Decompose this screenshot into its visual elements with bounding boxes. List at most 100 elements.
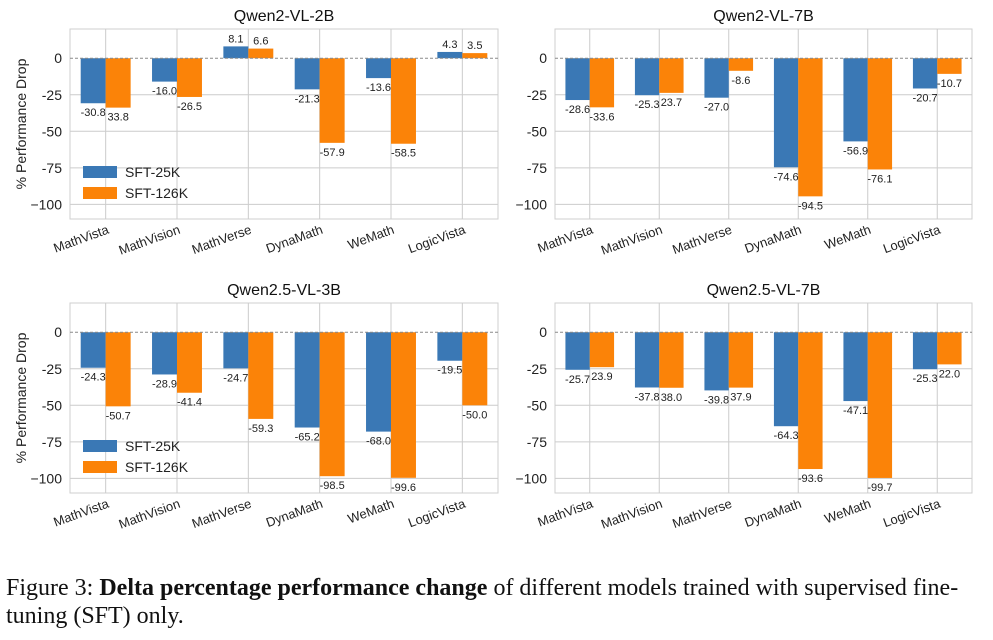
bar-sft-126k-wemath <box>391 58 416 144</box>
data-label: -64.3 <box>774 430 799 442</box>
chart-panel-4: 0 -25 -50 -75 −100 -25.7 -37.8 -39.8 -64.3 -47.1 -… <box>515 282 973 532</box>
data-label: -57.9 <box>320 147 345 159</box>
bar-sft-25k-mathvista <box>80 58 106 104</box>
data-label: -98.5 <box>320 480 345 492</box>
y-tick-label: -75 <box>42 434 62 450</box>
x-tick-label: MathVerse <box>670 222 734 257</box>
x-tick-label: WeMath <box>346 496 396 527</box>
chart-title: Qwen2-VL-7B <box>713 8 814 25</box>
bar-sft-25k-wemath <box>843 332 868 402</box>
bar-sft-126k-dynamath <box>319 332 345 477</box>
x-tick-label: MathVista <box>536 221 596 255</box>
y-tick-label: −100 <box>30 470 62 486</box>
data-label: -19.5 <box>437 365 462 377</box>
bar-sft-25k-logicvista <box>437 332 463 361</box>
bar-sft-126k-logicvista <box>462 53 488 59</box>
x-tick-label: DynaMath <box>742 496 803 530</box>
y-tick-label: −100 <box>30 196 62 212</box>
legend-swatch <box>83 166 117 178</box>
x-tick-label: MathVista <box>51 221 111 255</box>
x-tick-label: LogicVista <box>881 495 943 530</box>
data-label: 23.7 <box>661 97 682 109</box>
x-tick-label: MathVerse <box>670 496 734 531</box>
bar-sft-126k-mathvista <box>105 332 131 407</box>
data-label: -93.6 <box>798 473 823 485</box>
y-axis-label: % Performance Drop <box>13 332 29 463</box>
chart-title: Qwen2-VL-2B <box>234 8 335 25</box>
y-tick-label: 0 <box>54 50 62 66</box>
bar-sft-126k-mathverse <box>728 332 754 388</box>
data-label: -65.2 <box>295 432 320 444</box>
x-tick-label: DynaMath <box>264 496 325 530</box>
data-label: -99.7 <box>867 482 892 494</box>
bar-sft-25k-mathvision <box>152 332 177 375</box>
data-label: -28.9 <box>152 378 177 390</box>
bar-sft-126k-wemath <box>867 332 893 478</box>
plot-frame <box>554 302 973 494</box>
bar-sft-25k-mathvision <box>634 332 660 388</box>
data-label: -68.0 <box>366 436 391 448</box>
data-label: -16.0 <box>152 86 177 98</box>
y-tick-label: 0 <box>54 324 62 340</box>
bar-sft-25k-dynamath <box>773 332 799 427</box>
data-label: -37.8 <box>635 391 660 403</box>
y-tick-label: -25 <box>42 361 62 377</box>
chart-panel-2: 0 -25 -50 -75 −100 -28.6 -25.3 -27.0 -74.6 -56.9 -… <box>515 8 973 258</box>
x-tick-label: MathVision <box>599 496 664 532</box>
data-label: -8.6 <box>731 75 750 87</box>
data-label: -25.7 <box>565 374 590 386</box>
bar-sft-25k-wemath <box>366 332 391 432</box>
bar-sft-25k-wemath <box>366 58 391 79</box>
bar-sft-25k-mathverse <box>704 58 729 98</box>
y-axis-label: % Performance Drop <box>13 58 29 189</box>
bar-sft-25k-mathvision <box>634 58 660 96</box>
data-label: -41.4 <box>177 397 202 409</box>
y-tick-label: -25 <box>527 87 547 103</box>
data-label: -24.7 <box>223 372 248 384</box>
y-tick-label: 0 <box>539 50 547 66</box>
bar-sft-25k-dynamath <box>294 58 320 90</box>
y-tick-label: -75 <box>42 160 62 176</box>
x-tick-label: MathVision <box>117 222 182 258</box>
bar-sft-126k-dynamath <box>798 58 823 197</box>
bar-sft-126k-wemath <box>391 332 416 478</box>
bar-sft-126k-logicvista <box>937 58 962 74</box>
data-label: -99.6 <box>391 482 416 494</box>
data-label: -21.3 <box>295 93 320 105</box>
x-tick-label: WeMath <box>822 222 872 253</box>
data-label: -58.5 <box>391 148 416 160</box>
x-tick-label: LogicVista <box>881 221 943 256</box>
bar-sft-25k-dynamath <box>773 58 799 168</box>
x-tick-label: LogicVista <box>406 495 468 530</box>
chart-panel-1: 0 -25 -50 -75 −100 -30.8 -16.0 8.1 -21.3 -13.6 4.3… <box>13 8 499 258</box>
bar-sft-126k-mathvista <box>105 58 131 108</box>
chart-panel-3: 0 -25 -50 -75 −100 -24.3 -28.9 -24.7 -65.2 -68.0 -… <box>13 282 499 532</box>
bar-sft-25k-mathverse <box>704 332 729 391</box>
figure: 0 -25 -50 -75 −100 -30.8 -16.0 8.1 -21.3 -13.6 4.3… <box>13 8 973 532</box>
legend-swatch <box>83 187 117 199</box>
y-tick-label: −100 <box>515 470 547 486</box>
legend-label: SFT-25K <box>125 164 181 180</box>
bar-sft-126k-mathvision <box>177 58 202 97</box>
x-tick-label: MathVista <box>536 495 596 529</box>
legend-swatch <box>83 461 117 473</box>
bar-sft-126k-dynamath <box>319 58 345 143</box>
data-label: -94.5 <box>798 200 823 212</box>
data-label: -25.3 <box>913 373 938 385</box>
bar-sft-25k-logicvista <box>437 51 463 59</box>
y-tick-label: -50 <box>42 397 62 413</box>
data-label: -76.1 <box>867 173 892 185</box>
y-tick-label: -25 <box>42 87 62 103</box>
data-label: -50.7 <box>106 410 131 422</box>
plot-frame <box>69 28 499 220</box>
data-label: -20.7 <box>913 92 938 104</box>
bar-sft-126k-mathvista <box>589 332 615 368</box>
caption-bold: Delta percentage performance change <box>99 575 488 601</box>
data-label: 23.9 <box>591 371 612 383</box>
data-label: -74.6 <box>774 171 799 183</box>
data-label: -59.3 <box>248 423 273 435</box>
x-tick-label: WeMath <box>346 222 396 253</box>
bar-sft-126k-wemath <box>867 58 893 170</box>
bar-sft-126k-dynamath <box>798 332 823 470</box>
data-label: 6.6 <box>253 36 268 48</box>
